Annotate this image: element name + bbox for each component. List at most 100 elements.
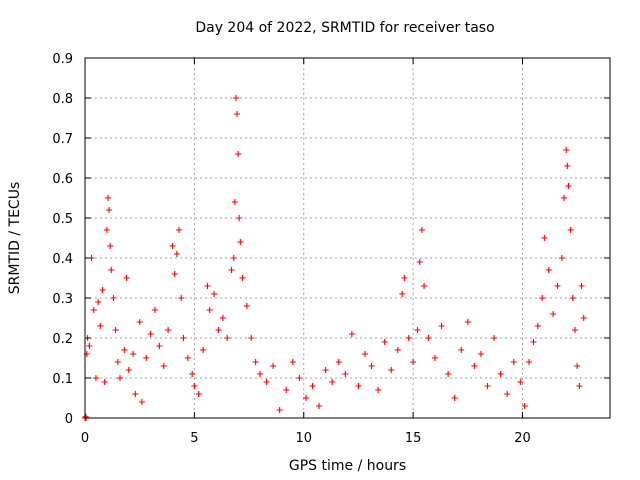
- data-point: [110, 295, 117, 301]
- data-point: [236, 215, 243, 221]
- data-point: [362, 351, 368, 357]
- data-point: [125, 367, 132, 373]
- y-tick-label: 0.9: [52, 52, 73, 67]
- data-point: [526, 359, 533, 365]
- data-point: [309, 383, 316, 389]
- data-point: [160, 363, 167, 369]
- data-point: [445, 371, 452, 377]
- data-point: [322, 367, 329, 373]
- data-point: [471, 363, 478, 369]
- data-point: [219, 315, 226, 321]
- data-point: [107, 243, 114, 249]
- data-point: [576, 383, 583, 389]
- data-point: [97, 323, 104, 329]
- data-point: [438, 323, 445, 329]
- data-point: [224, 335, 231, 341]
- data-point: [90, 307, 97, 313]
- y-tick-label: 0.5: [52, 212, 73, 227]
- data-point: [171, 271, 178, 277]
- plot-frame: [84, 57, 611, 419]
- data-point: [200, 347, 207, 353]
- data-point: [276, 407, 283, 413]
- y-tick-label: 0: [65, 412, 73, 427]
- y-axis-label: SRMTID / TECUs: [7, 182, 23, 295]
- data-point: [283, 387, 290, 393]
- data-point: [504, 391, 511, 397]
- data-point: [178, 295, 185, 301]
- data-point: [510, 359, 517, 365]
- y-tick-label: 0.7: [52, 132, 73, 147]
- x-tick-label: 5: [190, 431, 198, 446]
- data-point: [165, 327, 172, 333]
- data-point: [117, 375, 123, 381]
- data-point: [550, 311, 557, 317]
- data-point: [564, 163, 571, 169]
- data-point: [204, 283, 211, 289]
- y-tick-label: 0.2: [52, 332, 73, 347]
- data-point: [257, 371, 263, 377]
- data-point: [567, 227, 574, 233]
- data-point: [316, 403, 323, 409]
- data-point: [418, 227, 425, 233]
- data-point: [101, 379, 108, 385]
- data-point: [401, 275, 408, 281]
- data-point: [296, 375, 303, 381]
- data-point: [530, 339, 537, 345]
- data-point: [342, 371, 349, 377]
- data-point: [521, 403, 528, 409]
- data-point: [477, 351, 484, 357]
- data-point: [86, 343, 93, 349]
- data-point: [458, 347, 465, 353]
- data-point: [228, 267, 235, 273]
- data-point: [464, 319, 471, 325]
- data-point: [230, 255, 237, 261]
- data-point: [545, 267, 552, 273]
- x-tick-label: 0: [81, 431, 89, 446]
- x-tick-label: 15: [405, 431, 422, 446]
- data-point: [99, 287, 106, 293]
- data-point: [484, 383, 491, 389]
- data-point: [302, 395, 309, 401]
- data-point: [421, 283, 428, 289]
- data-point: [248, 335, 255, 341]
- data-point: [491, 335, 498, 341]
- data-point: [103, 227, 110, 233]
- data-point: [130, 351, 137, 357]
- data-point: [497, 371, 504, 377]
- data-point: [252, 359, 259, 365]
- data-point: [191, 383, 198, 389]
- data-point: [231, 199, 238, 205]
- data-point: [539, 295, 546, 301]
- y-tick-label: 0.8: [52, 92, 73, 107]
- data-point: [563, 147, 570, 153]
- data-point: [211, 291, 218, 297]
- data-point: [104, 195, 111, 201]
- data-point: [138, 399, 145, 405]
- data-point: [92, 375, 99, 381]
- data-point: [169, 243, 176, 249]
- data-point: [173, 251, 180, 257]
- data-point: [114, 359, 121, 365]
- axis-ticks: 0 0.1 0.2 0.3 0.4 0.5 0.6 0.7 0.8 0.9 0 5 10 15 20: [52, 52, 610, 446]
- data-point: [561, 195, 568, 201]
- data-point: [234, 111, 241, 117]
- data-point: [189, 371, 196, 377]
- y-tick-label: 0.3: [52, 292, 73, 307]
- data-point: [329, 379, 336, 385]
- x-tick-label: 20: [514, 431, 531, 446]
- data-point: [147, 331, 154, 337]
- data-point: [206, 307, 213, 313]
- data-point: [399, 291, 406, 297]
- data-point: [121, 347, 128, 353]
- data-point: [156, 343, 163, 349]
- data-point: [232, 95, 239, 101]
- data-point: [239, 275, 246, 281]
- data-point: [405, 335, 412, 341]
- data-point: [569, 295, 576, 301]
- data-point: [381, 339, 388, 345]
- data-point: [574, 363, 581, 369]
- data-point: [95, 299, 102, 305]
- data-point: [184, 355, 191, 361]
- data-point: [180, 335, 187, 341]
